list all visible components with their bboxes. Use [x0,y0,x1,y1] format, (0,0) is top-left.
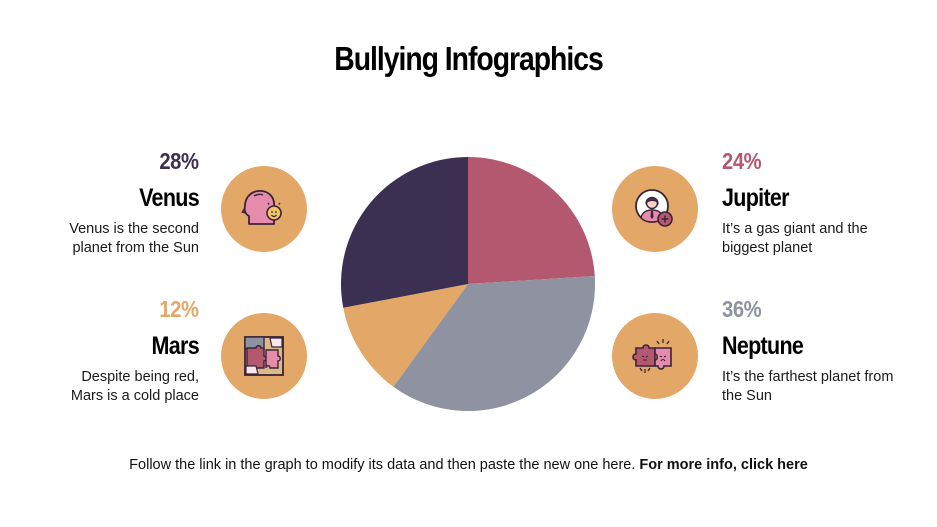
venus-icon-circle [221,166,307,252]
neptune-name: Neptune [722,332,804,360]
mars-block: 12% Mars Despite being red, Mars is a co… [0,296,200,406]
pie-slice-neptune[interactable] [393,276,596,412]
footer-note: Follow the link in the graph to modify i… [0,457,937,473]
neptune-icon-circle [612,313,698,399]
jupiter-name: Jupiter [722,184,790,212]
jupiter-percent: 24% [722,148,762,174]
pie-slice-jupiter[interactable] [468,157,595,284]
mars-icon-circle [221,313,307,399]
jupiter-block: 24% Jupiter It’s a gas giant and the big… [722,148,902,258]
footer-text: Follow the link in the graph to modify i… [129,457,640,473]
jupiter-description: It’s a gas giant and the biggest planet [722,221,868,256]
pie-chart[interactable] [340,156,596,412]
venus-name: Venus [139,184,200,212]
puzzle-teamwork-icon [244,336,284,376]
jupiter-icon-circle [612,166,698,252]
mars-description: Despite being red, Mars is a cold place [70,369,199,404]
neptune-block: 36% Neptune It’s the farthest planet fro… [722,296,902,406]
more-info-link[interactable]: For more info, click here [639,457,808,473]
head-smile-icon [241,190,282,225]
mars-name: Mars [151,332,200,360]
neptune-percent: 36% [722,296,762,322]
venus-description: Venus is the second planet from the Sun [69,221,199,256]
pie-slice-venus[interactable] [341,157,468,308]
mars-percent: 12% [159,296,200,322]
user-add-icon [635,189,673,227]
venus-percent: 28% [159,148,200,174]
page-title: Bullying Infographics [334,40,603,77]
pie-slice-mars[interactable] [343,284,468,387]
neptune-description: It’s the farthest planet from the Sun [722,369,894,404]
puzzle-pieces-icon [632,339,672,373]
venus-block: 28% Venus Venus is the second planet fro… [0,148,199,258]
